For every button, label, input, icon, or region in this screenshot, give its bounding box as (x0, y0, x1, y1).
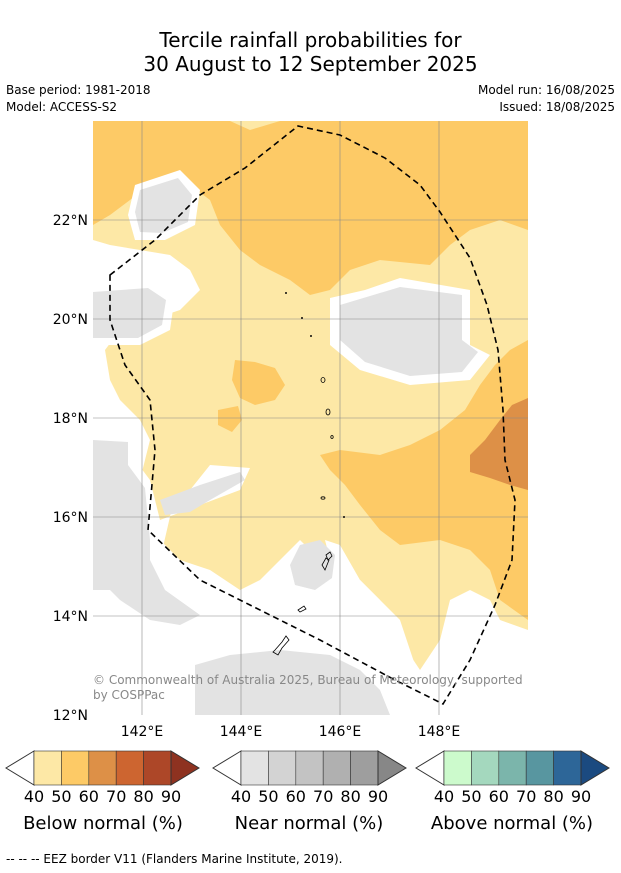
model-run-label: Model run: 16/08/2025 (477, 83, 615, 97)
islands (272, 291, 345, 656)
colorbar-above-segment-50 (471, 750, 500, 786)
colorbar-near-tick-90: 90 (367, 787, 389, 806)
lat-label-14n: 14°N (53, 609, 88, 625)
lon-label-142e: 142°E (121, 724, 164, 740)
colorbar-near-segment-60 (295, 750, 324, 786)
colorbar-below-high-extend (170, 750, 200, 786)
colorbar-above-tick-70: 70 (516, 787, 537, 806)
colorbar-below-tick-80: 80 (133, 787, 154, 806)
eez-legend-footer: -- -- -- EEZ border V11 (Flanders Marine… (6, 852, 343, 866)
colorbar-above-high-extend (580, 750, 610, 786)
lon-label-146e: 146°E (319, 724, 362, 740)
colorbar-near-segment-70 (322, 750, 351, 786)
colorbar-near-tick-50: 50 (258, 787, 279, 806)
map-title-line1: Tercile rainfall probabilities for (159, 28, 462, 52)
colorbar-above-segment-60 (498, 750, 527, 786)
colorbar-above-tick-60: 60 (488, 787, 509, 806)
colorbar-near-segment-50 (268, 750, 297, 786)
copyright-line1: © Commonwealth of Australia 2025, Bureau… (93, 673, 523, 687)
below-normal-60-region (470, 398, 528, 490)
colorbar-below-tick-40: 40 (23, 787, 45, 806)
colorbar-near-segment-80 (350, 750, 379, 786)
colorbar-near-tick-70: 70 (313, 787, 334, 806)
below-normal-50-region-north (93, 121, 528, 295)
colorbar-above-tick-80: 80 (543, 787, 564, 806)
colorbar-below-tick-50: 50 (51, 787, 72, 806)
near-normal-region-north (135, 178, 192, 233)
near-normal-region-southwest (93, 440, 200, 625)
colorbar-above-tick-90: 90 (570, 787, 592, 806)
colorbar-label-near: Near normal (%) (234, 813, 384, 834)
eez-border (109, 125, 516, 706)
near-normal-region-strip (160, 472, 245, 515)
lat-label-18n: 18°N (53, 411, 88, 427)
lon-label-148e: 148°E (418, 724, 461, 740)
lon-label-144e: 144°E (220, 724, 263, 740)
colorbar-below-tick-70: 70 (106, 787, 127, 806)
colorbar-below-segment-60 (88, 750, 117, 786)
colorbar-above-segment-70 (525, 750, 554, 786)
colorbar-above-tick-50: 50 (461, 787, 482, 806)
colorbar-below-segment-70 (115, 750, 144, 786)
near-normal-region-south (195, 650, 390, 715)
colorbar-below-tick-90: 90 (160, 787, 182, 806)
colorbar-near-high-extend (377, 750, 407, 786)
colorbar-near-low-extend (212, 750, 242, 786)
near-normal-region-islands (290, 540, 335, 590)
colorbar-below-segment-80 (143, 750, 172, 786)
below-normal-50-region-east (320, 340, 528, 620)
colorbar-below-tick-60: 60 (78, 787, 99, 806)
colorbar-label-above: Above normal (%) (430, 813, 594, 834)
graticule (93, 121, 528, 715)
near-normal-region-east (340, 287, 478, 376)
colorbar-group (5, 750, 610, 786)
colorbar-below-segment-40 (33, 750, 62, 786)
lat-label-12n: 12°N (53, 708, 88, 724)
issued-label: Issued: 18/08/2025 (499, 100, 615, 114)
below-normal-50-region-small (218, 406, 242, 432)
lat-label-20n: 20°N (53, 312, 88, 328)
copyright-line2: by COSPPac (93, 688, 165, 702)
colorbar-below-low-extend (5, 750, 35, 786)
base-period-label: Base period: 1981-2018 (6, 83, 151, 97)
map-title-line2: 30 August to 12 September 2025 (143, 52, 478, 76)
colorbar-above-low-extend (415, 750, 445, 786)
colorbar-below-segment-50 (61, 750, 90, 786)
map-plot-area: © Commonwealth of Australia 2025, Bureau… (93, 121, 528, 715)
colorbar-near-tick-60: 60 (285, 787, 306, 806)
colorbar-near-tick-40: 40 (230, 787, 252, 806)
colorbar-above-tick-40: 40 (433, 787, 455, 806)
colorbar-near-tick-80: 80 (340, 787, 361, 806)
below-normal-50-region-central (232, 360, 285, 405)
colorbar-above-segment-80 (553, 750, 582, 786)
colorbar-near-segment-40 (240, 750, 269, 786)
colorbar-label-below: Below normal (%) (23, 813, 183, 834)
lat-label-16n: 16°N (53, 510, 88, 526)
colorbar-above-segment-40 (443, 750, 472, 786)
model-label: Model: ACCESS-S2 (6, 100, 118, 114)
lat-label-22n: 22°N (53, 213, 88, 229)
